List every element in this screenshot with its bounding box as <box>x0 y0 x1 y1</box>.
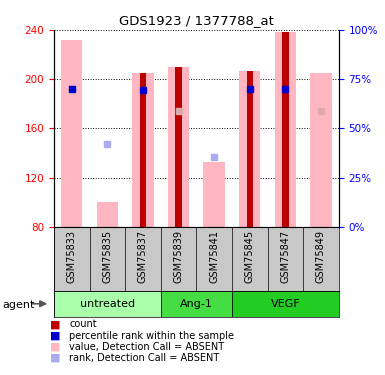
Text: GSM75841: GSM75841 <box>209 230 219 283</box>
Text: GSM75845: GSM75845 <box>245 230 255 283</box>
Bar <box>54 291 161 317</box>
Text: GSM75849: GSM75849 <box>316 230 326 283</box>
Text: GSM75833: GSM75833 <box>67 230 77 283</box>
Text: ■: ■ <box>50 320 60 329</box>
Bar <box>310 73 332 227</box>
Bar <box>203 162 225 227</box>
Text: ■: ■ <box>50 342 60 352</box>
Bar <box>168 67 189 227</box>
Text: value, Detection Call = ABSENT: value, Detection Call = ABSENT <box>69 342 224 352</box>
Text: count: count <box>69 320 97 329</box>
Text: GSM75837: GSM75837 <box>138 230 148 283</box>
Text: GSM75839: GSM75839 <box>174 230 184 283</box>
Text: percentile rank within the sample: percentile rank within the sample <box>69 331 234 340</box>
Bar <box>246 70 253 227</box>
Bar <box>97 202 118 227</box>
Bar <box>140 73 146 227</box>
Text: ■: ■ <box>50 331 60 340</box>
Bar <box>132 73 154 227</box>
Text: VEGF: VEGF <box>271 299 300 309</box>
Text: ■: ■ <box>50 353 60 363</box>
Bar <box>239 70 260 227</box>
Bar <box>161 291 232 317</box>
Bar <box>282 33 289 227</box>
Bar <box>175 67 182 227</box>
Text: agent: agent <box>2 300 34 309</box>
Bar <box>275 33 296 227</box>
Title: GDS1923 / 1377788_at: GDS1923 / 1377788_at <box>119 15 274 27</box>
Text: rank, Detection Call = ABSENT: rank, Detection Call = ABSENT <box>69 353 219 363</box>
Text: GSM75847: GSM75847 <box>280 230 290 283</box>
Text: GSM75835: GSM75835 <box>102 230 112 283</box>
Text: untreated: untreated <box>80 299 135 309</box>
Text: Ang-1: Ang-1 <box>180 299 213 309</box>
Bar <box>232 291 339 317</box>
Bar <box>61 40 82 227</box>
